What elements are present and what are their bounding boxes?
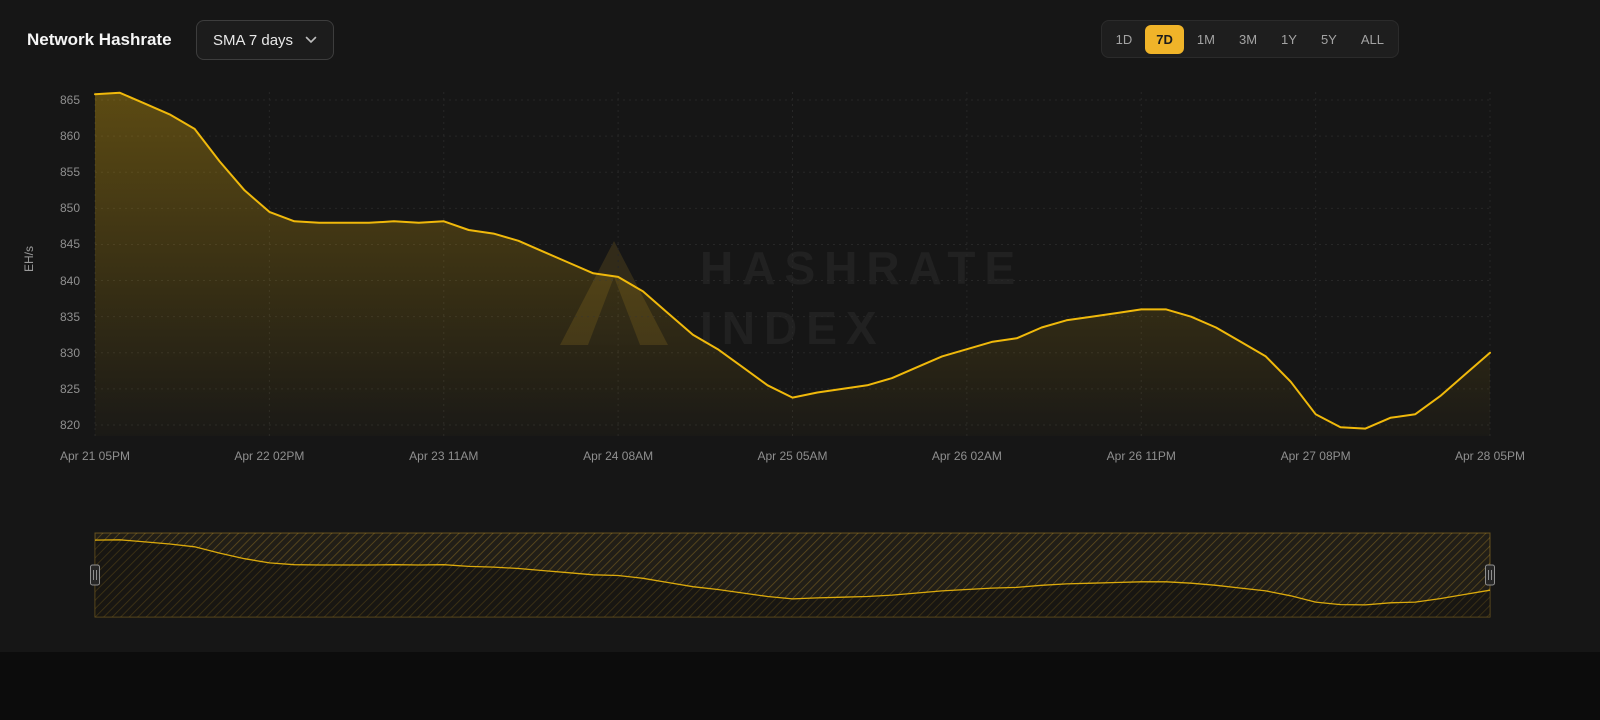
- y-tick-label: 845: [59, 237, 80, 252]
- x-tick-label: Apr 25 05AM: [757, 449, 828, 463]
- range-button-5y[interactable]: 5Y: [1310, 25, 1348, 54]
- navigator-left-handle[interactable]: [90, 564, 100, 586]
- sma-dropdown[interactable]: SMA 7 days: [196, 20, 335, 60]
- y-tick-label: 820: [59, 418, 80, 432]
- x-tick-label: Apr 23 11AM: [409, 449, 479, 463]
- sma-dropdown-label: SMA 7 days: [213, 31, 294, 49]
- y-tick-label: 825: [59, 381, 80, 396]
- x-tick-label: Apr 22 02PM: [234, 449, 305, 463]
- x-tick-label: Apr 21 05PM: [59, 449, 131, 463]
- range-button-1d[interactable]: 1D: [1105, 25, 1144, 54]
- chevron-down-icon: [305, 36, 317, 44]
- y-tick-label: 850: [59, 201, 80, 216]
- navigator-line: [94, 539, 1491, 606]
- y-tick-label: 865: [59, 93, 80, 107]
- hashrate-line: [94, 91, 1491, 430]
- x-tick-label: Apr 26 02AM: [931, 449, 1002, 463]
- hashrate-area: [95, 92, 1490, 437]
- navigator[interactable]: [0, 525, 1600, 625]
- hashrate-chart[interactable]: [0, 80, 1600, 480]
- range-button-3m[interactable]: 3M: [1228, 25, 1268, 54]
- navigator-area: [95, 539, 1490, 617]
- y-tick-label: 840: [59, 273, 80, 288]
- y-tick-label: 830: [59, 345, 80, 360]
- range-selector: 1D 7D 1M 3M 1Y 5Y ALL: [1100, 20, 1399, 58]
- y-tick-label: 835: [59, 309, 80, 324]
- x-tick-label: Apr 27 08PM: [1280, 449, 1351, 463]
- x-tick-label: Apr 24 08AM: [583, 449, 654, 463]
- x-tick-label: Apr 26 11PM: [1106, 449, 1176, 463]
- page-title: Network Hashrate: [27, 30, 172, 49]
- range-button-all[interactable]: ALL: [1350, 25, 1395, 54]
- range-button-7d[interactable]: 7D: [1145, 24, 1184, 54]
- range-button-1m[interactable]: 1M: [1186, 25, 1226, 54]
- range-button-1y[interactable]: 1Y: [1270, 25, 1308, 54]
- navigator-right-handle[interactable]: [1485, 564, 1495, 586]
- y-tick-label: 855: [59, 165, 80, 180]
- y-tick-label: 860: [59, 129, 80, 144]
- x-tick-label: Apr 28 05PM: [1454, 449, 1526, 463]
